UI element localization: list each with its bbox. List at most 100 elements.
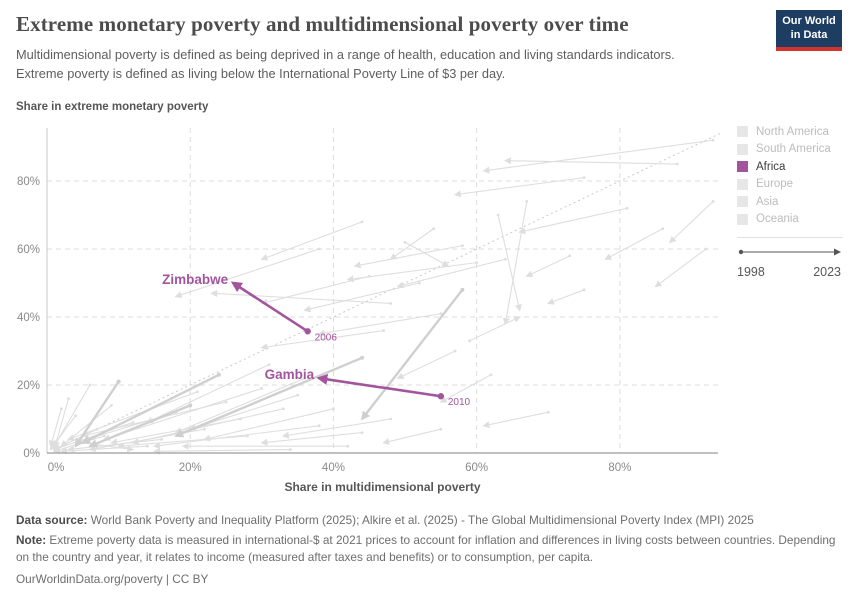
license-text: OurWorldinData.org/poverty | CC BY: [16, 572, 209, 587]
background-trajectory-arrow: [67, 391, 198, 441]
background-trajectory-arrow: [482, 411, 549, 429]
x-tick-label: 40%: [322, 462, 345, 474]
data-source-line: Data source: World Bank Poverty and Ineq…: [16, 512, 838, 529]
background-trajectory-arrow: [502, 201, 528, 326]
background-trajectory-arrow: [669, 201, 714, 244]
legend: North America South America Africa Europ…: [737, 123, 847, 279]
legend-swatch-africa: [737, 161, 748, 173]
background-trajectory-arrow: [546, 289, 585, 305]
legend-label: Asia: [756, 195, 779, 208]
background-trajectory-arrow: [260, 221, 363, 261]
timeline-legend: 1998 2023: [737, 244, 843, 279]
timeline-end-year: 2023: [813, 265, 841, 279]
owid-logo-line1: Our World: [782, 14, 836, 27]
background-trajectory-arrow: [497, 214, 522, 312]
legend-item-oceania[interactable]: Oceania: [737, 211, 847, 229]
legend-item-africa[interactable]: Africa: [737, 158, 847, 176]
y-tick-label: 0%: [23, 448, 40, 460]
highlight-trajectory-gambia: [316, 373, 442, 398]
background-trajectory-arrow: [281, 418, 391, 439]
background-trajectory-arrow: [453, 177, 585, 198]
country-label-zimbabwe: Zimbabwe: [162, 272, 229, 287]
x-tick-label: 0%: [48, 462, 65, 474]
y-tick-label: 20%: [17, 380, 40, 392]
owid-logo[interactable]: Our World in Data: [776, 10, 842, 51]
x-tick-label: 20%: [179, 462, 202, 474]
chart-header: Extreme monetary poverty and multidimens…: [16, 12, 766, 83]
y-tick-label: 40%: [17, 312, 40, 324]
y-tick-label: 80%: [17, 176, 40, 188]
background-trajectory-arrow: [604, 228, 664, 260]
legend-swatch-south-america: [737, 143, 748, 155]
x-tick-label: 60%: [465, 462, 488, 474]
background-trajectory-arrow: [382, 428, 441, 445]
legend-label: Europe: [756, 178, 794, 191]
background-trajectory-arrow: [174, 356, 363, 438]
x-axis-title: Share in multidimensional poverty: [284, 480, 481, 494]
background-trajectory-arrow: [360, 289, 464, 421]
chart-footer: Data source: World Bank Poverty and Ineq…: [16, 512, 838, 588]
legend-swatch-north-america: [737, 126, 748, 138]
background-trajectory-arrow: [503, 157, 678, 165]
background-trajectory-arrow: [439, 374, 492, 403]
page-title: Extreme monetary poverty and multidimens…: [16, 12, 629, 36]
y-axis-title: Share in extreme monetary poverty: [16, 101, 209, 113]
background-trajectory-arrow: [404, 241, 450, 267]
x-tick-label: 80%: [608, 462, 631, 474]
country-label-gambia: Gambia: [265, 367, 315, 382]
background-trajectory-arrow: [203, 408, 334, 442]
background-trajectory-arrow: [389, 228, 435, 261]
background-trajectory-arrow: [469, 316, 521, 342]
trajectory-start-dot: [203, 427, 206, 431]
background-trajectory-arrow: [396, 350, 456, 379]
background-trajectory-arrow: [525, 255, 571, 277]
background-trajectory-arrow: [131, 408, 284, 445]
background-trajectory-arrow: [317, 313, 441, 337]
background-trajectory-arrow: [396, 258, 506, 289]
start-year-label-zimbabwe: 2006: [315, 332, 338, 343]
legend-label: Oceania: [756, 213, 799, 226]
background-trajectory-arrow: [48, 408, 62, 448]
legend-item-europe[interactable]: Europe: [737, 176, 847, 194]
background-trajectory-arrow: [260, 275, 370, 306]
background-trajectory-arrow: [174, 377, 306, 434]
background-trajectory-arrow: [52, 398, 70, 451]
background-trajectory-arrow: [210, 290, 391, 304]
timeline-years: 1998 2023: [737, 265, 841, 279]
owid-logo-text: Our World in Data: [782, 15, 836, 43]
background-trajectory-arrow: [482, 139, 714, 174]
background-trajectory-arrow: [654, 248, 707, 288]
data-source-text: World Bank Poverty and Inequality Platfo…: [87, 513, 754, 527]
license-line[interactable]: OurWorldinData.org/poverty | CC BY: [16, 571, 838, 588]
y-tick-label: 60%: [17, 244, 40, 256]
highlight-start-dot-gambia: [437, 393, 445, 400]
background-trajectory-arrow: [260, 432, 363, 446]
background-trajectory-arrow: [353, 245, 463, 269]
legend-item-asia[interactable]: Asia: [737, 193, 847, 211]
note-label: Note:: [16, 532, 47, 547]
legend-label: North America: [756, 125, 829, 138]
start-year-label-gambia: 2010: [448, 397, 471, 408]
background-trajectory-arrow: [174, 248, 320, 299]
background-trajectory-arrow: [303, 282, 420, 313]
legend-swatch-europe: [737, 178, 748, 190]
background-trajectory-arrow: [518, 207, 628, 235]
chart-subtitle: Multidimensional poverty is defined as b…: [16, 47, 675, 81]
background-trajectory-arrow: [81, 373, 220, 444]
owid-logo-line2: in Data: [790, 28, 828, 41]
background-trajectory-arrow: [260, 330, 384, 351]
legend-item-north-america[interactable]: North America: [737, 123, 847, 141]
legend-label: South America: [756, 143, 831, 156]
background-trajectory-arrow: [74, 380, 120, 448]
background-trajectory-arrow: [153, 447, 291, 455]
legend-swatch-asia: [737, 196, 748, 208]
timeline-arrow-icon: [738, 248, 841, 256]
legend-divider: [737, 237, 843, 238]
background-trajectory-arrow: [88, 404, 191, 448]
legend-item-south-america[interactable]: South America: [737, 141, 847, 159]
background-trajectory-arrow: [153, 425, 320, 449]
note-text: Extreme poverty data is measured in inte…: [16, 532, 836, 564]
note-line: Note: Extreme poverty data is measured i…: [16, 532, 838, 566]
